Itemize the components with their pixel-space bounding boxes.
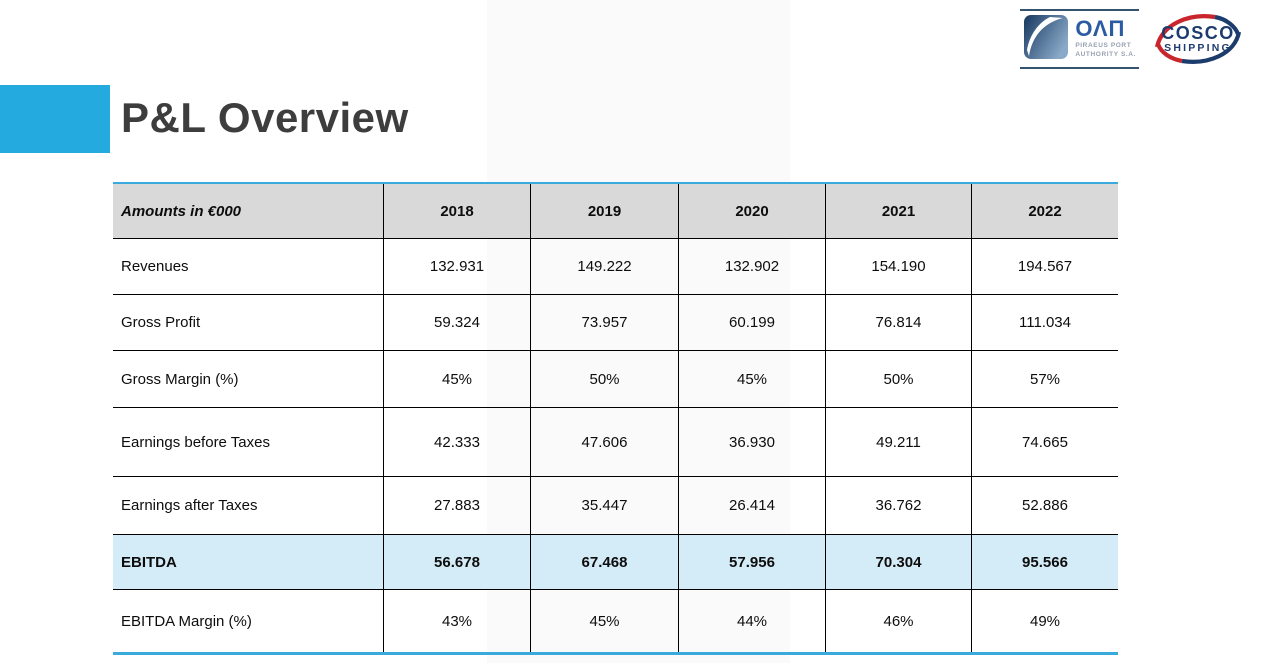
page-title: P&L Overview (121, 94, 409, 141)
row-value: 70.304 (825, 535, 971, 589)
row-label: EBITDA Margin (%) (121, 612, 252, 630)
olp-name: ΟΛΠ (1075, 16, 1126, 42)
row-value: 44% (678, 590, 825, 652)
row-value: 27.883 (383, 477, 530, 534)
table-row: Earnings before Taxes 42.333 47.606 36.930 4… (113, 408, 1118, 477)
table-header-amounts: Amounts in €000 (121, 202, 242, 220)
row-value: 74.665 (971, 408, 1118, 476)
row-label: Gross Profit (121, 314, 201, 331)
row-label: Gross Margin (%) (121, 370, 239, 388)
table-header-2020: 2020 (678, 184, 825, 238)
row-value: 50% (530, 351, 678, 407)
row-value: 35.447 (530, 477, 678, 534)
row-value: 132.931 (383, 239, 530, 294)
row-value: 60.199 (678, 295, 825, 350)
row-value: 57.956 (678, 535, 825, 589)
row-value: 59.324 (383, 295, 530, 350)
olp-subtitle: PIRAEUS PORT AUTHORITY S.A. (1075, 42, 1136, 60)
olp-emblem-icon (1023, 14, 1069, 65)
row-value: 26.414 (678, 477, 825, 534)
row-label: Earnings before Taxes (121, 433, 270, 451)
row-value: 194.567 (971, 239, 1118, 294)
table-row: EBITDA Margin (%) 43% 45% 44% 46% 49% (113, 590, 1118, 652)
pl-table: Amounts in €000 2018 2019 2020 2021 2022… (113, 182, 1118, 655)
table-row: EBITDA 56.678 67.468 57.956 70.304 95.566 (113, 535, 1118, 590)
row-value: 49.211 (825, 408, 971, 476)
cosco-text: COSCO SHIPPING (1149, 10, 1247, 68)
row-label: Revenues (121, 258, 189, 275)
row-value: 52.886 (971, 477, 1118, 534)
row-value: 45% (383, 351, 530, 407)
row-value: 46% (825, 590, 971, 652)
olp-logo: ΟΛΠ PIRAEUS PORT AUTHORITY S.A. (1020, 9, 1139, 69)
olp-subtitle-line1: PIRAEUS PORT (1075, 42, 1132, 50)
table-body: Revenues 132.931 149.222 132.902 154.190 194.… (113, 239, 1118, 652)
row-value: 50% (825, 351, 971, 407)
row-value: 154.190 (825, 239, 971, 294)
table-header-2022: 2022 (971, 184, 1118, 238)
row-value: 76.814 (825, 295, 971, 350)
row-value: 57% (971, 351, 1118, 407)
row-label: EBITDA (121, 553, 177, 571)
row-value: 45% (530, 590, 678, 652)
row-value: 36.762 (825, 477, 971, 534)
olp-text: ΟΛΠ PIRAEUS PORT AUTHORITY S.A. (1075, 18, 1136, 60)
row-value: 56.678 (383, 535, 530, 589)
row-value: 73.957 (530, 295, 678, 350)
row-value: 43% (383, 590, 530, 652)
row-value: 47.606 (530, 408, 678, 476)
logo-area: ΟΛΠ PIRAEUS PORT AUTHORITY S.A. COSCO SH… (1020, 9, 1247, 69)
table-row: Gross Margin (%) 45% 50% 45% 50% 57% (113, 351, 1118, 408)
row-value: 42.333 (383, 408, 530, 476)
row-label: Earnings after Taxes (121, 497, 258, 514)
row-value: 132.902 (678, 239, 825, 294)
table-header-2018: 2018 (383, 184, 530, 238)
table-row: Earnings after Taxes 27.883 35.447 26.414 36… (113, 477, 1118, 535)
row-value: 149.222 (530, 239, 678, 294)
olp-subtitle-line2: AUTHORITY S.A. (1075, 51, 1136, 58)
row-value: 111.034 (971, 295, 1118, 350)
table-row: Revenues 132.931 149.222 132.902 154.190 194.… (113, 239, 1118, 295)
row-value: 45% (678, 351, 825, 407)
row-value: 67.468 (530, 535, 678, 589)
row-value: 95.566 (971, 535, 1118, 589)
table-row: Gross Profit 59.324 73.957 60.199 76.814 111.… (113, 295, 1118, 351)
row-value: 36.930 (678, 408, 825, 476)
cosco-name: COSCO (1161, 23, 1235, 44)
table-header-2021: 2021 (825, 184, 971, 238)
row-value: 49% (971, 590, 1118, 652)
cosco-shipping-label: SHIPPING (1164, 42, 1232, 55)
cosco-logo: COSCO SHIPPING (1149, 10, 1247, 68)
table-header-row: Amounts in €000 2018 2019 2020 2021 2022 (113, 184, 1118, 239)
title-accent-bar (0, 85, 110, 153)
table-header-2019: 2019 (530, 184, 678, 238)
